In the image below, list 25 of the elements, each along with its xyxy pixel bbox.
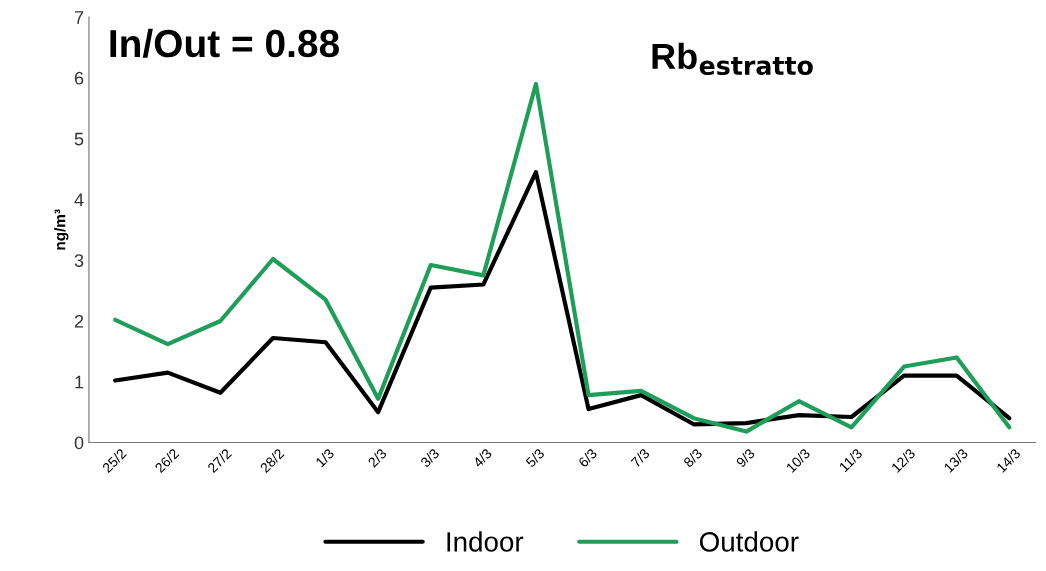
x-tick-label: 1/3: [314, 447, 335, 468]
x-tick-label: 2/3: [367, 447, 388, 468]
x-tick-label: 9/3: [735, 447, 756, 468]
text: Rb$_{estratto}$: [652, 42, 813, 76]
x-tick-label: 8/3: [682, 447, 703, 468]
line-series: [113, 81, 1012, 434]
x-tick-label: 6/3: [577, 447, 598, 468]
legend-label: Outdoor: [699, 531, 799, 552]
y-tick-label: 4: [74, 193, 84, 206]
x-tick-label: 3/3: [419, 447, 440, 468]
x-tick-label: 7/3: [630, 447, 651, 468]
y-tick-label: 6: [74, 71, 84, 85]
x-tick-label: 5/3: [524, 447, 545, 468]
y-tick-label: 1: [75, 375, 84, 389]
y-tick-label: 0: [74, 436, 84, 450]
y-tick-label: 7: [74, 11, 84, 24]
annotation: In/Out = 0.88: [110, 28, 339, 58]
x-tick-label: 4/3: [472, 447, 493, 469]
y-tick-label: 2: [74, 314, 84, 328]
line-series: [113, 170, 1012, 427]
y-axis-title: ng/m³: [54, 209, 69, 250]
y-tick-label: 5: [74, 132, 84, 146]
y-tick-label: 3: [74, 254, 84, 267]
legend-label: Indoor: [447, 531, 524, 552]
x-tick-label: 11/3: [838, 447, 863, 473]
